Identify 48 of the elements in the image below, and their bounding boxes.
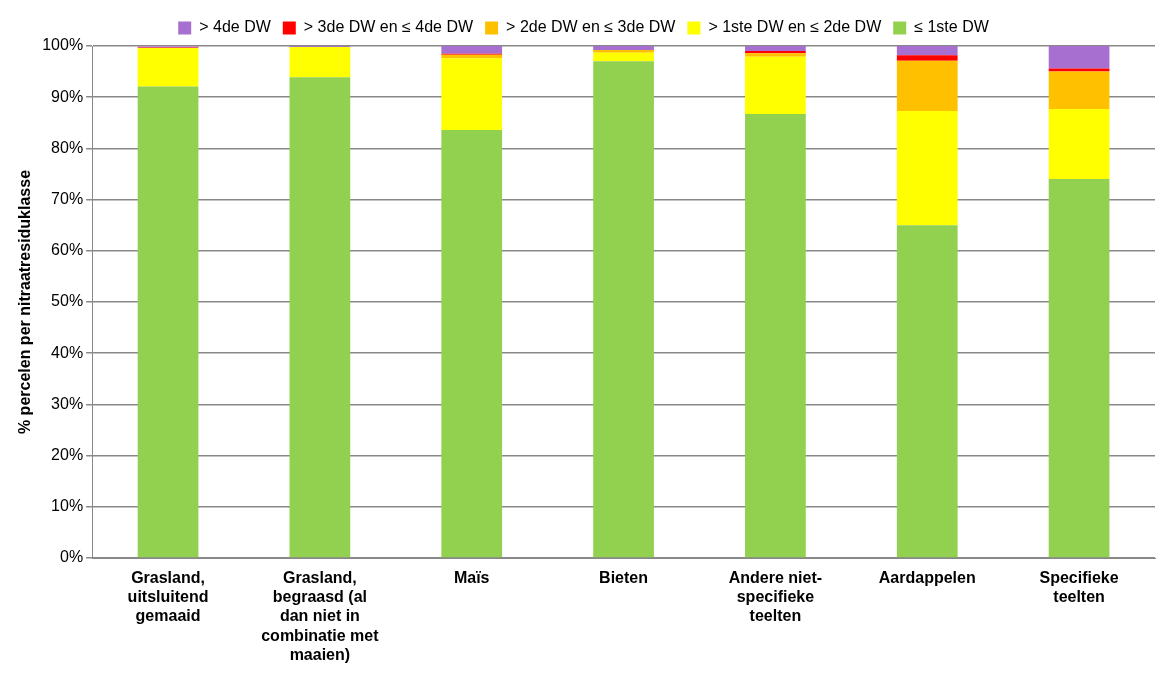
bar [593,46,654,51]
x-tick-label: Andere niet-specifieke teelten [728,569,823,625]
bar [441,129,503,558]
bar [896,111,958,226]
y-axis-title: % percelen per nitraatresiduklasse [16,169,34,435]
legend-label: > 3de DW en ≤ 4de DW [303,18,474,36]
bar [896,46,958,56]
bar [289,47,351,78]
bar [1048,108,1110,180]
y-tick-label: 30% [51,394,84,412]
bar [1048,71,1110,109]
bar [137,86,199,558]
x-tick-label: Bieten [599,569,649,587]
bar [137,48,199,87]
bar [896,55,958,61]
bar [289,77,351,558]
bar [593,61,654,558]
y-tick-label: 10% [51,497,84,515]
bar [1048,179,1110,558]
bar [896,225,958,558]
x-tick-label: Grasland, begraasd (al dan niet in combinatie met maaien) [261,569,380,663]
legend-label: ≤ 1ste DW [914,18,990,36]
bar [745,46,806,52]
bar [441,58,503,130]
bar [745,114,806,558]
y-tick-label: 60% [51,241,84,259]
bar [896,60,958,112]
x-tick-label: Maïs [453,569,490,587]
bar [593,50,654,53]
legend-label: > 2de DW en ≤ 3de DW [506,18,677,36]
x-tick-label: Specifieke teelten [1039,569,1119,606]
y-tick-label: 80% [51,138,84,156]
bar [441,46,503,54]
y-tick-label: 90% [51,87,84,105]
x-tick-label: Aardappelen [878,569,976,587]
y-tick-label: 0% [60,548,84,566]
bar [1048,68,1110,72]
y-tick-label: 100% [42,36,84,54]
bar [745,56,806,115]
y-tick-label: 70% [51,190,84,208]
y-tick-label: 50% [51,292,84,310]
legend-label: > 1ste DW en ≤ 2de DW [708,18,883,36]
y-tick-label: 20% [51,446,84,464]
bar [593,52,654,62]
x-tick-label: Grasland, uitsluitend gemaaid [127,569,209,625]
bar [1048,46,1110,69]
y-tick-label: 40% [51,343,84,361]
legend-label: > 4de DW [199,18,272,36]
